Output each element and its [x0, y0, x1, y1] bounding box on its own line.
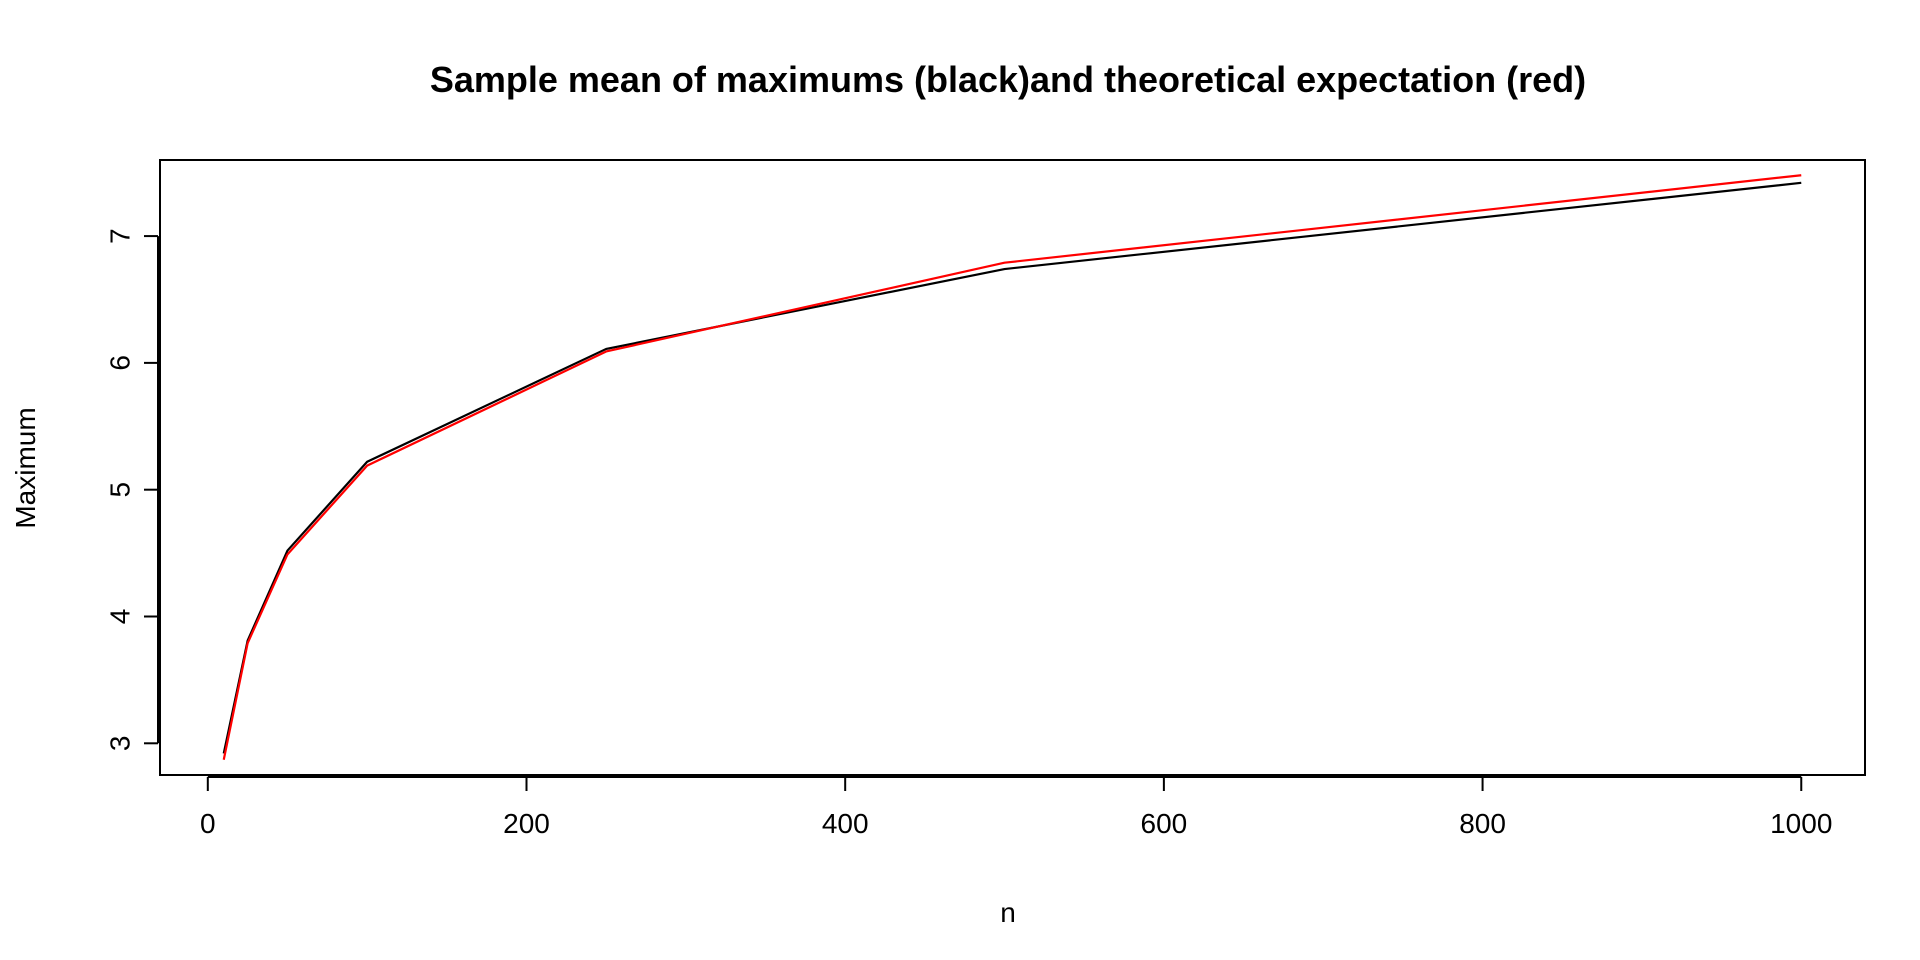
x-tick-label: 800	[1459, 808, 1506, 839]
x-tick-label: 0	[200, 808, 216, 839]
chart-title: Sample mean of maximums (black)and theor…	[430, 59, 1586, 100]
y-tick-label: 4	[105, 609, 136, 625]
plot-frame	[159, 159, 1866, 776]
y-axis-label: Maximum	[10, 407, 41, 528]
x-tick-label: 400	[822, 808, 869, 839]
x-axis: 0 200 400 600 800 1000	[200, 776, 1832, 839]
y-tick-label: 5	[105, 482, 136, 498]
theoretical-expectation-line	[222, 174, 1802, 761]
x-tick-label: 1000	[1770, 808, 1832, 839]
series-layer	[222, 174, 1802, 761]
x-axis-label: n	[1000, 897, 1016, 928]
x-tick-label: 600	[1141, 808, 1188, 839]
y-tick-label: 6	[105, 355, 136, 371]
sample-mean-line	[222, 181, 1802, 754]
y-tick-label: 3	[105, 736, 136, 752]
y-axis: 3 4 5 6 7	[105, 228, 159, 751]
x-tick-label: 200	[503, 808, 550, 839]
y-tick-label: 7	[105, 228, 136, 244]
